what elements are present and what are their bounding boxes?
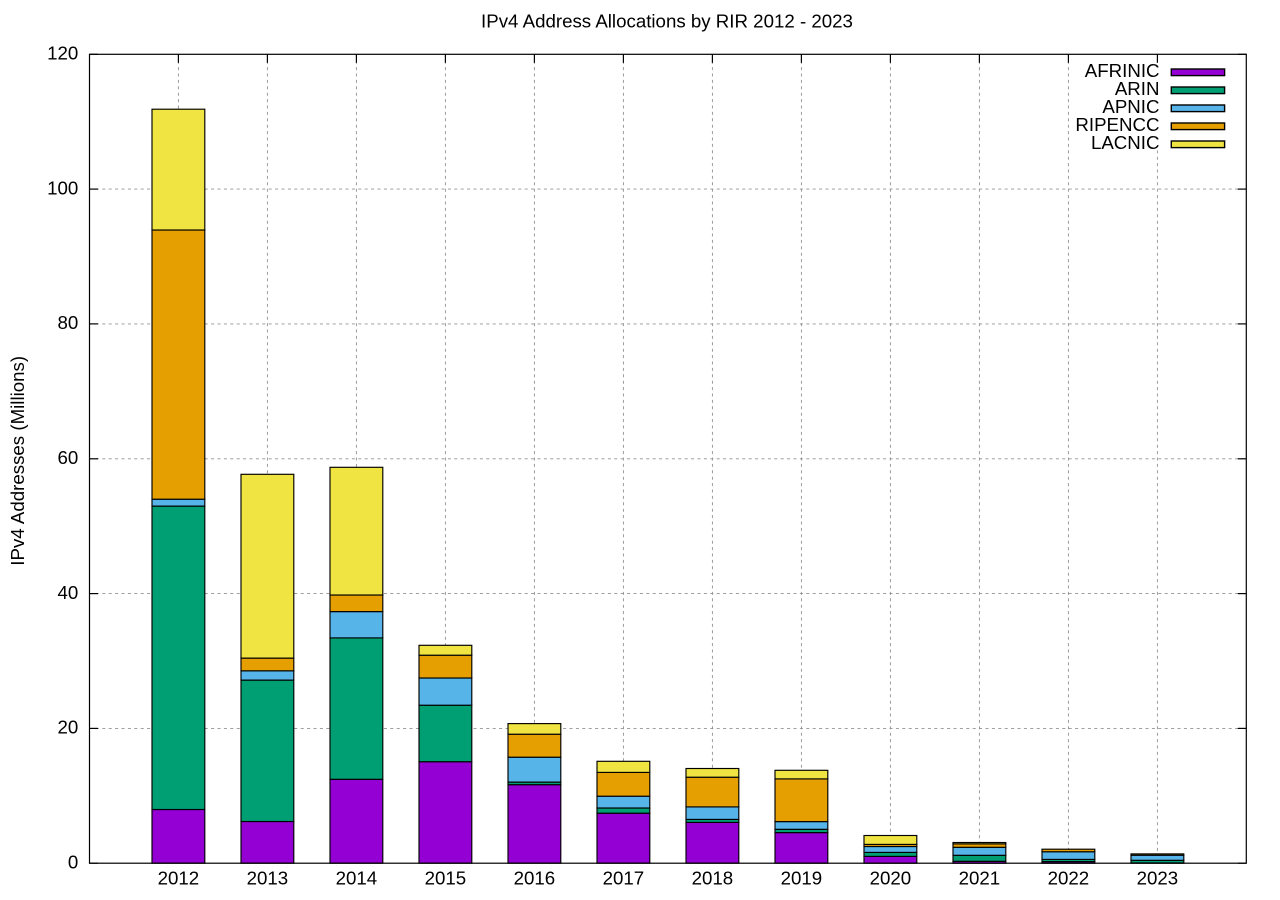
svg-text:2023: 2023 — [1137, 868, 1179, 889]
svg-text:120: 120 — [47, 43, 78, 64]
svg-text:ARIN: ARIN — [1115, 78, 1160, 99]
svg-text:40: 40 — [58, 582, 79, 603]
svg-text:IPv4 Address Allocations by RI: IPv4 Address Allocations by RIR 2012 - 2… — [481, 10, 853, 31]
svg-text:60: 60 — [58, 447, 79, 468]
svg-text:2020: 2020 — [870, 868, 912, 889]
svg-text:2012: 2012 — [158, 868, 200, 889]
svg-text:2018: 2018 — [692, 868, 734, 889]
svg-text:2022: 2022 — [1048, 868, 1090, 889]
svg-text:AFRINIC: AFRINIC — [1085, 60, 1160, 81]
svg-text:2021: 2021 — [959, 868, 1001, 889]
svg-text:2017: 2017 — [603, 868, 645, 889]
svg-text:100: 100 — [47, 177, 78, 198]
svg-text:RIPENCC: RIPENCC — [1075, 114, 1159, 135]
svg-text:APNIC: APNIC — [1102, 96, 1159, 117]
svg-text:2014: 2014 — [336, 868, 378, 889]
svg-text:20: 20 — [58, 717, 79, 738]
svg-text:2019: 2019 — [781, 868, 823, 889]
svg-text:LACNIC: LACNIC — [1091, 132, 1160, 153]
svg-text:2016: 2016 — [514, 868, 556, 889]
svg-text:80: 80 — [58, 312, 79, 333]
svg-text:IPv4 Addresses (Millions): IPv4 Addresses (Millions) — [7, 356, 28, 566]
svg-text:2015: 2015 — [425, 868, 467, 889]
svg-text:2013: 2013 — [247, 868, 289, 889]
svg-text:0: 0 — [68, 851, 78, 872]
